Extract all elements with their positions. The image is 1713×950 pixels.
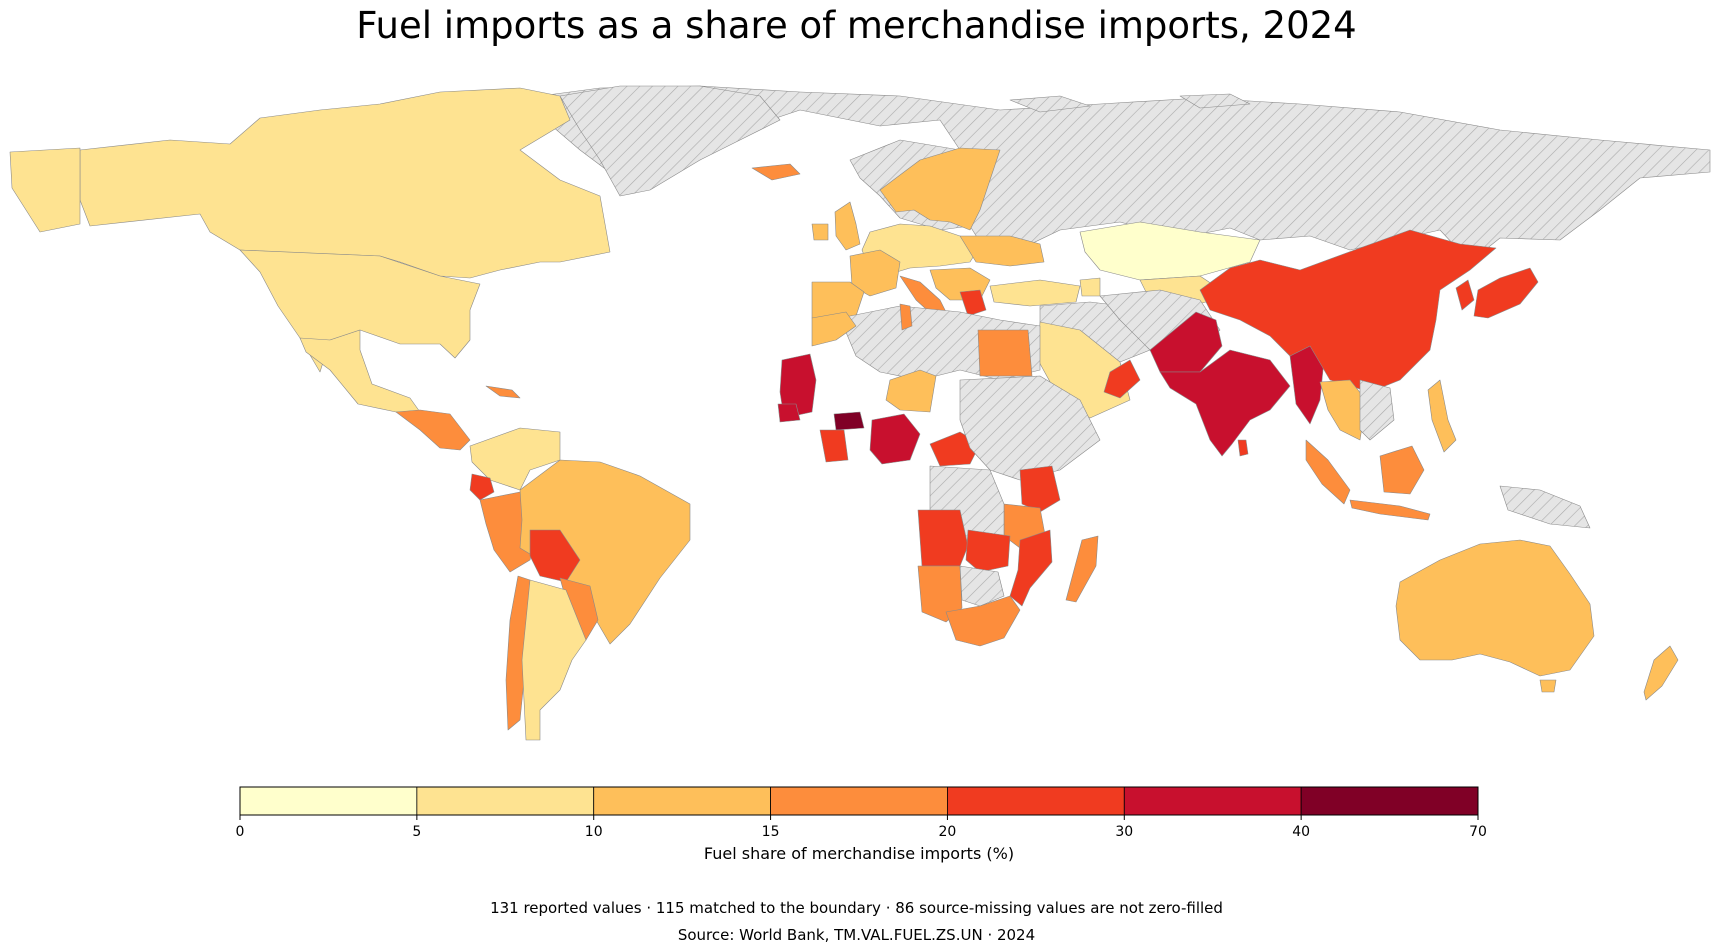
legend-swatch <box>770 786 948 816</box>
morocco-region <box>811 311 857 347</box>
alaska-region <box>9 147 81 233</box>
coverage-note: 131 reported values · 115 matched to the… <box>490 899 1223 917</box>
new-zealand-region <box>1643 645 1679 701</box>
borneo-region <box>1379 445 1425 495</box>
legend-swatch <box>1123 786 1302 816</box>
legend-tick-label: 5 <box>412 824 421 840</box>
oman-yemen-region <box>1103 359 1141 399</box>
angola-region <box>917 509 969 567</box>
turkey-region <box>989 279 1081 307</box>
madagascar-region <box>1065 535 1099 603</box>
zambia-region <box>965 529 1011 573</box>
scandinavia-region <box>879 147 1001 231</box>
nigeria-region <box>869 413 921 465</box>
japan-region <box>1473 267 1539 319</box>
legend-swatch <box>947 786 1125 816</box>
legend-tick-label: 0 <box>236 824 245 840</box>
legend-swatch <box>239 786 418 816</box>
botswana-region <box>959 565 1005 607</box>
new-guinea-region <box>1499 485 1591 529</box>
legend-tick-label: 10 <box>585 824 603 840</box>
tunisia-region <box>899 303 913 331</box>
color-legend: 0 5 10 15 20 30 40 70 <box>236 786 1487 840</box>
mozambique-region <box>1009 529 1053 607</box>
legend-tick-label: 40 <box>1292 824 1310 840</box>
legend-tick-label: 30 <box>1115 824 1133 840</box>
ecuador-region <box>469 473 495 501</box>
sahel-niger-region <box>885 369 937 413</box>
map-title: Fuel imports as a share of merchandise i… <box>356 4 1357 47</box>
mauritania-region <box>779 353 817 419</box>
tasmania-region <box>1539 679 1557 693</box>
greenland-region <box>559 85 781 197</box>
india-region <box>1159 349 1291 457</box>
indochina-region <box>1359 379 1395 441</box>
mexico-region <box>299 329 421 413</box>
source-note: Source: World Bank, TM.VAL.FUEL.ZS.UN · … <box>677 926 1036 944</box>
arctic-islands <box>1009 93 1251 113</box>
central-america-region <box>395 409 471 451</box>
philippines-region <box>1427 379 1457 453</box>
ghana-ivory-region <box>819 429 849 463</box>
east-africa-region <box>1019 465 1061 513</box>
legend-swatch <box>593 786 771 816</box>
argentina-region <box>521 579 587 741</box>
china-region <box>1199 229 1497 393</box>
eastern-europe-region <box>959 235 1045 267</box>
kazakhstan-region <box>1079 221 1261 281</box>
caribbean-region <box>485 385 521 399</box>
burkina-region <box>833 411 865 431</box>
canada-region <box>79 87 611 279</box>
australia-region <box>1395 539 1595 677</box>
usa-region <box>239 249 481 373</box>
iceland-region <box>751 163 801 181</box>
legend-tick-label: 15 <box>762 824 780 840</box>
legend-frame <box>239 786 1479 816</box>
legend-tick-label: 70 <box>1469 824 1487 840</box>
sumatra-region <box>1305 439 1351 505</box>
legend-swatch <box>416 786 595 816</box>
uk-region <box>834 201 861 251</box>
sri-lanka-region <box>1237 439 1249 457</box>
south-africa-region <box>945 595 1021 647</box>
java-region <box>1349 499 1431 521</box>
caucasus-region <box>1079 277 1101 297</box>
southeast-asia-region <box>1319 379 1367 441</box>
legend-tick-label: 20 <box>939 824 957 840</box>
legend-label: Fuel share of merchandise imports (%) <box>703 844 1015 863</box>
senegal-region <box>777 403 801 423</box>
colombia-venezuela-region <box>469 427 561 491</box>
egypt-region <box>977 329 1033 377</box>
legend-swatch <box>1300 786 1479 816</box>
korea-region <box>1455 279 1475 311</box>
ireland-region <box>811 223 829 241</box>
greece-region <box>959 289 987 317</box>
